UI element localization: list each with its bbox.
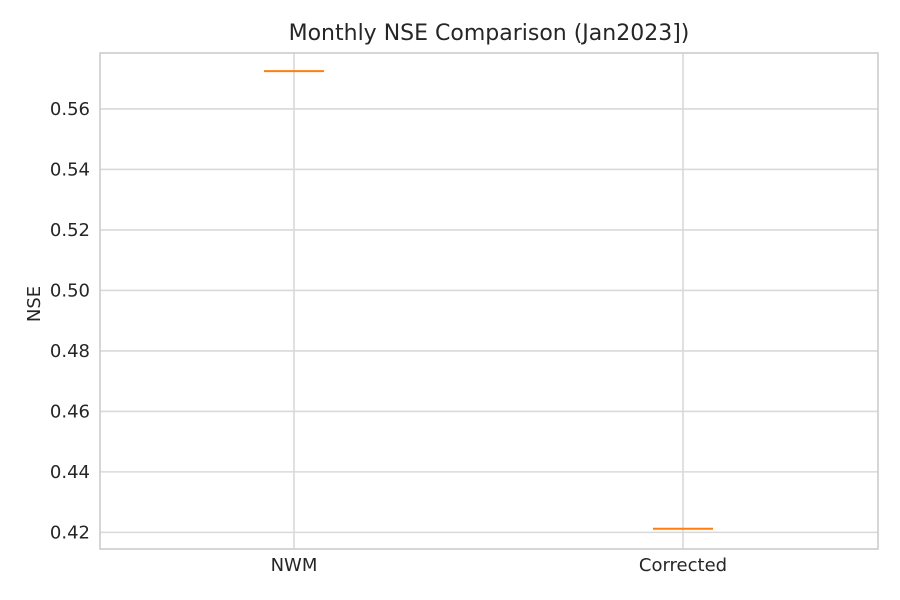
y-axis-label: NSE	[24, 286, 45, 322]
y-tick-label: 0.52	[50, 220, 90, 241]
chart-title: Monthly NSE Comparison (Jan2023])	[289, 21, 690, 46]
x-tick-label: NWM	[271, 555, 318, 576]
plot-area-frame	[99, 52, 879, 550]
y-tick-label: 0.50	[50, 280, 90, 301]
y-tick-label: 0.48	[50, 341, 90, 362]
y-tick-label: 0.42	[50, 522, 90, 543]
y-tick-label: 0.56	[50, 99, 90, 120]
x-tick-label: Corrected	[639, 555, 727, 576]
y-gridlines	[100, 108, 878, 534]
x-gridlines	[293, 53, 684, 549]
box-series	[264, 70, 713, 530]
x-tick-labels: NWM Corrected	[271, 555, 728, 576]
y-tick-labels: 0.42 0.44 0.46 0.48 0.50 0.52 0.54 0.56	[50, 99, 90, 543]
y-tick-label: 0.46	[50, 401, 90, 422]
y-tick-label: 0.54	[50, 159, 90, 180]
y-tick-label: 0.44	[50, 462, 90, 483]
